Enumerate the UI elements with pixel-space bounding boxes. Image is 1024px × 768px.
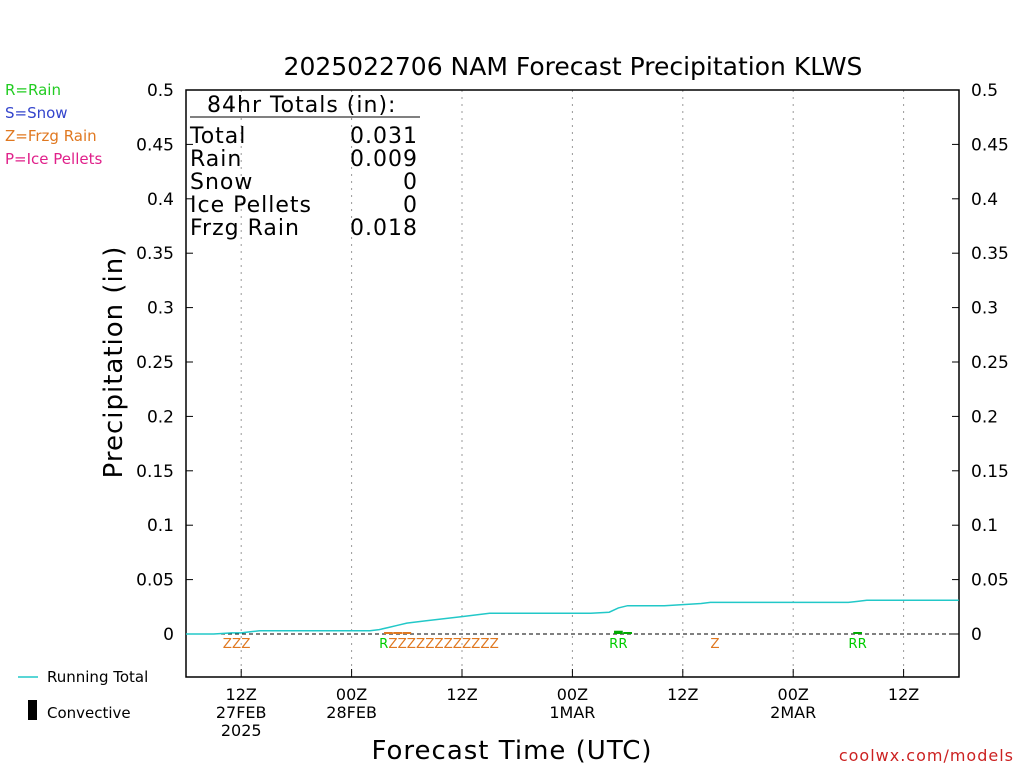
y-tick-label-right: 0.2	[971, 407, 998, 427]
precip-bar	[614, 630, 623, 634]
totals-row-value: 0	[403, 193, 418, 218]
precip-bar	[402, 632, 412, 634]
x-tick-label: 00Z	[778, 685, 809, 704]
ptype-label: R	[379, 637, 388, 652]
legend-label: Running Total	[47, 668, 148, 686]
x-tick-label: 12Z	[226, 685, 257, 704]
credit-link[interactable]: coolwx.com/models	[839, 746, 1014, 765]
precip-bar	[853, 632, 862, 634]
y-tick-label-left: 0.45	[136, 135, 174, 155]
y-tick-label-right: 0.35	[971, 244, 1009, 264]
y-axis-right: 0 0.05 0.1 0.15 0.2 0.25 0.3 0.35 0.4 0.45 0.5	[952, 81, 1009, 645]
x-axis-title: Forecast Time (UTC)	[371, 736, 652, 766]
precip-bar	[393, 632, 402, 634]
y-tick-label-right: 0.15	[971, 462, 1009, 482]
y-tick-label-right: 0.4	[971, 190, 998, 210]
ptype-key-item: R=Rain	[5, 81, 61, 99]
totals-box: 84hr Totals (in): Total 0.031 Rain 0.009 Snow…	[189, 93, 420, 241]
y-tick-label-left: 0	[163, 625, 174, 645]
x-tick-label: 27FEB	[216, 703, 267, 722]
ptype-labels: ZZZ R ZZZZZZZZZZZZ RR Z RR	[223, 637, 867, 652]
y-tick-label-right: 0.5	[971, 81, 998, 101]
y-tick-label-right: 0.05	[971, 571, 1009, 591]
totals-row-label: Rain	[190, 147, 242, 172]
y-tick-label-left: 0.5	[147, 81, 174, 101]
y-tick-label-right: 0.25	[971, 353, 1009, 373]
y-tick-label-right: 0.45	[971, 135, 1009, 155]
y-tick-label-left: 0.3	[147, 299, 174, 319]
y-tick-label-left: 0.15	[136, 462, 174, 482]
x-tick-label: 2MAR	[770, 703, 816, 722]
ptype-label: RR	[848, 637, 866, 652]
ptype-label: ZZZ	[223, 637, 251, 652]
precip-bar	[384, 632, 393, 634]
totals-row-label: Snow	[190, 170, 253, 195]
totals-row-value: 0	[403, 170, 418, 195]
x-tick-label: 1MAR	[549, 703, 595, 722]
y-axis-left: 0 0.05 0.1 0.15 0.2 0.25 0.3 0.35 0.4 0.45 0.5	[136, 81, 193, 645]
legend-bar-swatch	[28, 700, 37, 720]
ptype-key-item: Z=Frzg Rain	[5, 127, 97, 145]
y-tick-label-left: 0.2	[147, 407, 174, 427]
ptype-key-item: P=Ice Pellets	[5, 150, 102, 168]
precip-bar	[623, 632, 632, 634]
y-tick-label-right: 0	[971, 625, 982, 645]
y-tick-label-left: 0.35	[136, 244, 174, 264]
running-total-line	[186, 599, 959, 635]
bottom-legend: Running Total Convective	[18, 668, 148, 722]
ptype-label: RR	[609, 637, 627, 652]
totals-heading: 84hr Totals (in):	[207, 93, 396, 118]
x-tick-label: 28FEB	[326, 703, 377, 722]
precip-bars	[384, 630, 862, 634]
totals-row-value: 0.009	[350, 147, 418, 172]
totals-row-label: Ice Pellets	[190, 193, 312, 218]
y-tick-label-left: 0.4	[147, 190, 174, 210]
x-tick-label: 00Z	[557, 685, 588, 704]
totals-row-label: Frzg Rain	[190, 216, 300, 241]
y-tick-label-right: 0.1	[971, 516, 998, 536]
ptype-key-item: S=Snow	[5, 104, 68, 122]
grid-lines	[240, 90, 905, 677]
totals-row-label: Total	[189, 124, 246, 149]
x-tick-label: 00Z	[336, 685, 367, 704]
x-tick-label: 12Z	[667, 685, 698, 704]
legend-label: Convective	[47, 704, 131, 722]
totals-row-value: 0.018	[350, 216, 418, 241]
ptype-label: Z	[710, 637, 719, 652]
x-tick-label: 2025	[221, 721, 262, 740]
y-tick-label-left: 0.1	[147, 516, 174, 536]
series-group	[186, 599, 959, 635]
ptype-key-legend: R=Rain S=Snow Z=Frzg Rain P=Ice Pellets	[5, 81, 102, 168]
y-axis-title: Precipitation (in)	[99, 246, 129, 479]
y-tick-label-left: 0.25	[136, 353, 174, 373]
y-tick-label-right: 0.3	[971, 299, 998, 319]
totals-row-value: 0.031	[350, 124, 418, 149]
y-tick-label-left: 0.05	[136, 571, 174, 591]
ptype-label: ZZZZZZZZZZZZ	[388, 637, 498, 652]
x-tick-label: 12Z	[446, 685, 477, 704]
x-tick-label: 12Z	[888, 685, 919, 704]
chart-title: 2025022706 NAM Forecast Precipitation KL…	[284, 52, 863, 81]
